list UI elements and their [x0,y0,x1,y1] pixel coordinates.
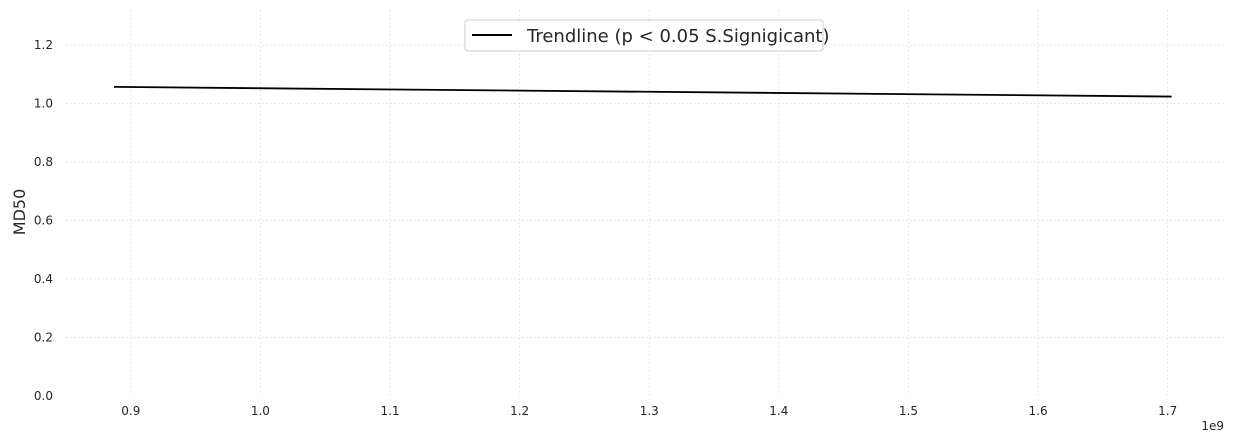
y-tick-label: 1.2 [34,38,53,52]
x-tick-label: 1.2 [510,404,529,418]
x-tick-label: 1.0 [251,404,270,418]
x-tick-label: 0.9 [121,404,140,418]
x-tick-label: 1.7 [1158,404,1177,418]
trendline-series [113,86,1172,98]
y-tick-label: 1.0 [34,97,53,111]
y-tick-label: 0.0 [34,389,53,403]
legend-label: Trendline (p < 0.05 S.Signigicant) [526,26,830,47]
x-tick-label: 1.4 [769,404,788,418]
x-axis-offset-label: 1e9 [1201,419,1224,433]
y-tick-label: 0.6 [34,214,53,228]
x-tick-label: 1.1 [380,404,399,418]
x-tick-label: 1.6 [1029,404,1048,418]
legend-box [464,19,824,52]
y-tick-label: 0.8 [34,155,53,169]
x-tick-label: 1.3 [640,404,659,418]
y-axis-label: MD50 [10,189,29,235]
legend: Trendline (p < 0.05 S.Signigicant) [464,19,830,52]
tick-labels: 0.9 1.0 1.1 1.2 1.3 1.4 1.5 1.6 1.7 0.0 0.2 0.4 0.6 0… [34,38,1177,418]
grid [66,10,1226,396]
y-tick-label: 0.2 [34,331,53,345]
y-tick-label: 0.4 [34,272,53,286]
x-tick-label: 1.5 [899,404,918,418]
series-layer [113,86,1172,98]
